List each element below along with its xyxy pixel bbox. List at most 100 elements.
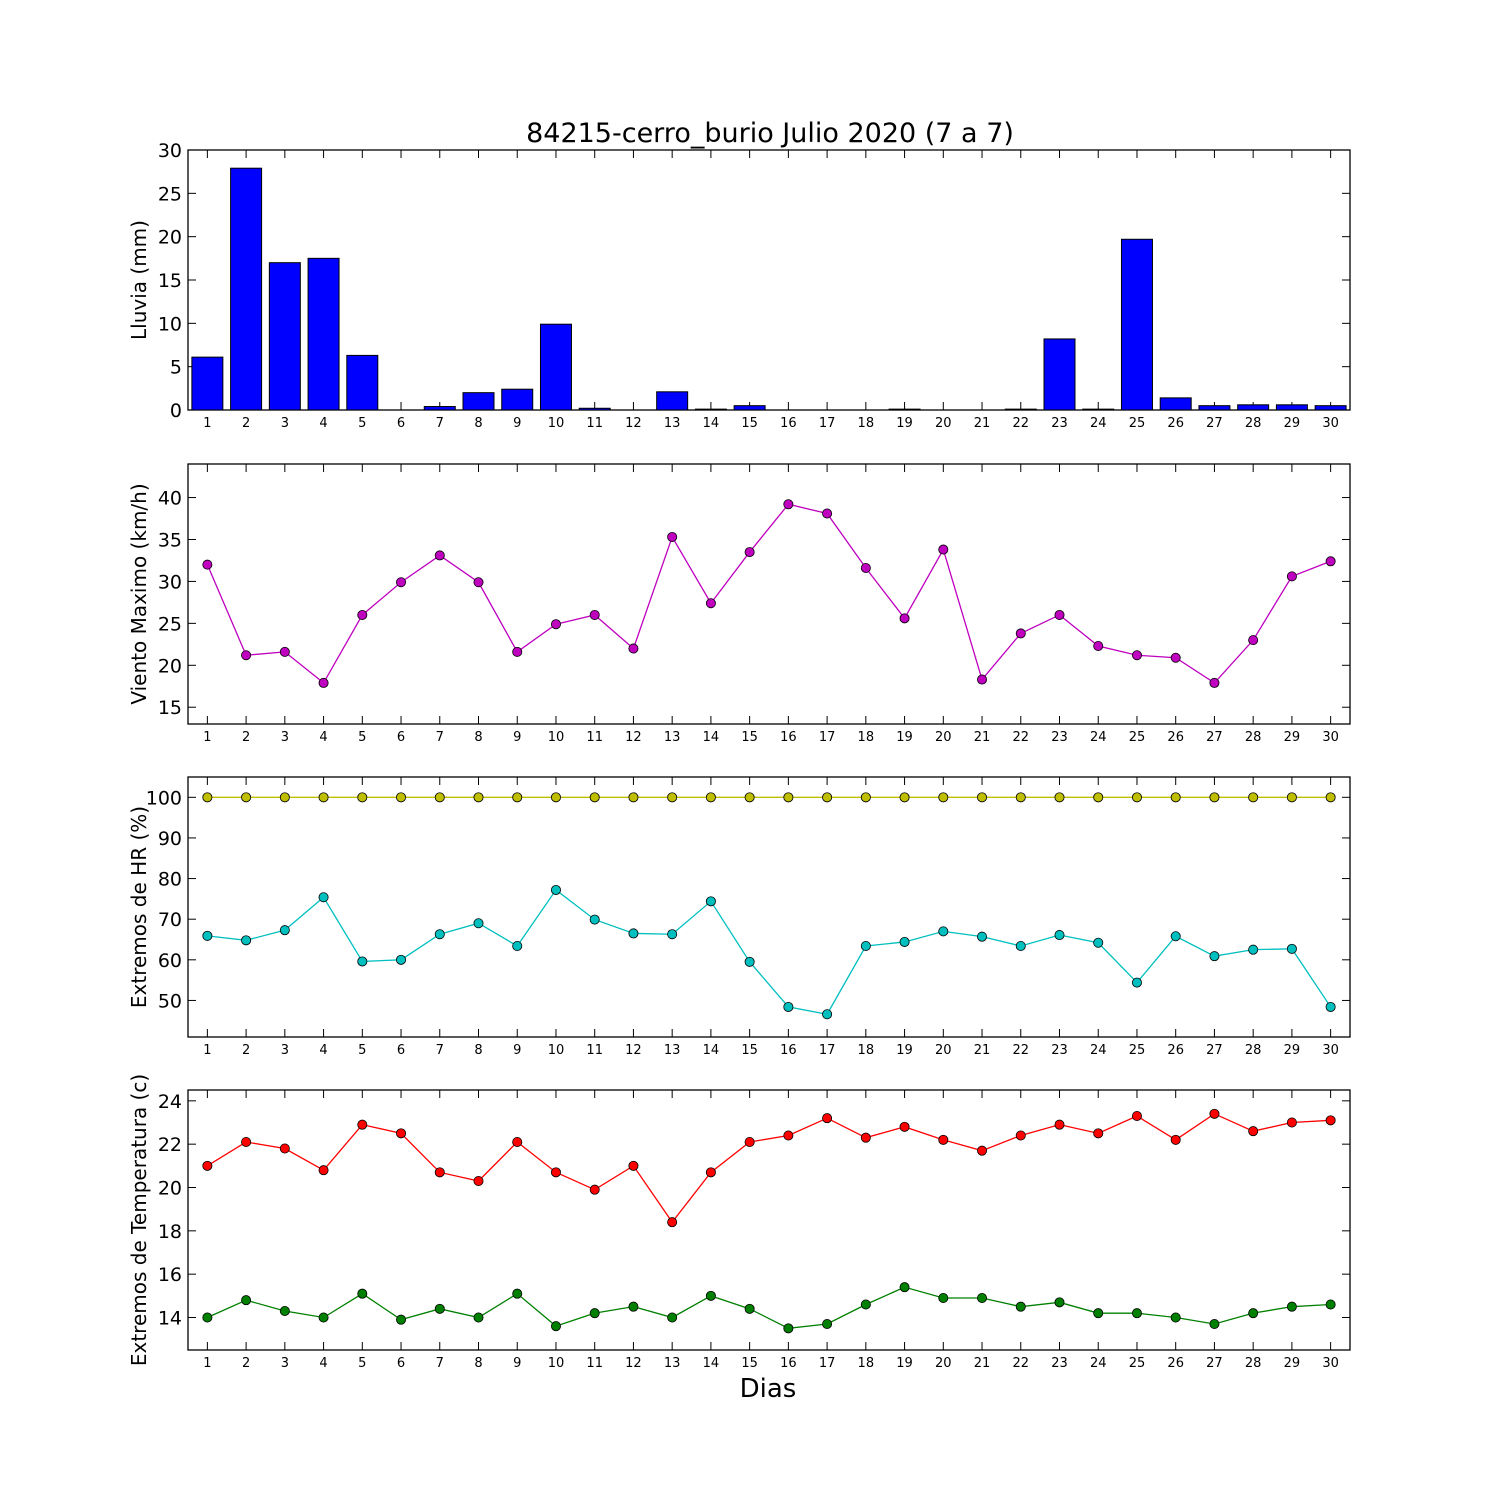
data-point	[860, 792, 871, 803]
data-point	[1286, 571, 1297, 582]
data-point	[279, 646, 290, 657]
x-tick-label: 1	[203, 1356, 211, 1371]
data-point	[279, 1306, 290, 1317]
data-point	[1286, 1301, 1297, 1312]
data-point	[822, 1113, 833, 1124]
y-tick-label: 50	[158, 990, 182, 1012]
x-tick-label: 8	[474, 416, 482, 431]
data-point	[899, 1121, 910, 1132]
x-tick-label: 2	[242, 1356, 250, 1371]
x-tick-label: 25	[1129, 730, 1146, 745]
y-tick-label: 70	[158, 909, 182, 931]
x-tick-label: 15	[741, 1043, 758, 1058]
x-tick-label: 26	[1167, 730, 1184, 745]
data-point	[1131, 792, 1142, 803]
x-tick-label: 13	[664, 1356, 681, 1371]
plot-frame	[187, 463, 1351, 725]
data-point	[1170, 1134, 1181, 1145]
y-tick-label: 100	[146, 787, 182, 809]
bar	[191, 356, 224, 411]
x-tick-label: 13	[664, 730, 681, 745]
data-point	[1209, 951, 1220, 962]
data-point	[357, 1288, 368, 1299]
data-point	[318, 677, 329, 688]
bar	[578, 407, 611, 411]
data-point	[822, 1009, 833, 1020]
data-point	[667, 792, 678, 803]
data-point	[589, 1308, 600, 1319]
data-point	[667, 531, 678, 542]
bar	[1198, 405, 1231, 411]
bar	[268, 262, 301, 411]
bar	[423, 406, 456, 411]
x-tick-label: 4	[319, 416, 327, 431]
data-point	[628, 1301, 639, 1312]
data-point	[744, 1137, 755, 1148]
data-point	[318, 1165, 329, 1176]
data-point	[434, 929, 445, 940]
y-axis-label: Extremos de Temperatura (c)	[127, 1074, 151, 1366]
data-point	[473, 1312, 484, 1323]
bar	[1237, 404, 1270, 411]
x-tick-label: 25	[1129, 1356, 1146, 1371]
x-tick-label: 9	[513, 416, 521, 431]
y-tick-label: 14	[158, 1308, 182, 1330]
y-tick-label: 25	[158, 183, 182, 205]
bar	[656, 391, 689, 411]
bar	[1159, 397, 1192, 411]
y-tick-label: 22	[158, 1134, 182, 1156]
y-tick-label: 24	[158, 1091, 182, 1113]
data-point	[1131, 1308, 1142, 1319]
data-point	[473, 918, 484, 929]
figure-title: 84215-cerro_burio Julio 2020 (7 a 7)	[526, 118, 1014, 149]
data-point	[434, 1303, 445, 1314]
data-point	[783, 792, 794, 803]
data-point	[628, 1160, 639, 1171]
x-tick-label: 18	[858, 1043, 875, 1058]
bar	[307, 257, 340, 411]
data-point	[667, 929, 678, 940]
data-point	[938, 544, 949, 555]
y-tick-label: 5	[170, 357, 182, 379]
x-tick-label: 4	[319, 1043, 327, 1058]
x-tick-label: 28	[1245, 1356, 1262, 1371]
x-tick-label: 16	[780, 730, 797, 745]
series-line	[207, 1286, 1331, 1329]
x-tick-label: 26	[1167, 1043, 1184, 1058]
data-point	[512, 1137, 523, 1148]
bar	[462, 392, 495, 411]
data-point	[938, 1293, 949, 1304]
x-tick-label: 7	[436, 416, 444, 431]
data-point	[396, 577, 407, 588]
data-point	[744, 547, 755, 558]
x-tick-label: 29	[1284, 1356, 1301, 1371]
data-point	[396, 1128, 407, 1139]
x-tick-label: 15	[741, 730, 758, 745]
y-tick-label: 15	[158, 270, 182, 292]
y-tick-label: 20	[158, 655, 182, 677]
x-tick-label: 30	[1322, 416, 1339, 431]
x-tick-label: 3	[281, 730, 289, 745]
x-tick-label: 26	[1167, 1356, 1184, 1371]
x-tick-label: 30	[1322, 730, 1339, 745]
data-point	[1170, 1312, 1181, 1323]
data-point	[783, 1323, 794, 1334]
data-point	[1131, 977, 1142, 988]
x-tick-label: 20	[935, 1356, 952, 1371]
x-tick-label: 13	[664, 1043, 681, 1058]
x-tick-label: 14	[703, 416, 720, 431]
x-tick-label: 6	[397, 1356, 405, 1371]
x-tick-label: 12	[625, 1356, 642, 1371]
x-tick-label: 22	[1012, 1043, 1029, 1058]
data-point	[744, 1303, 755, 1314]
x-tick-label: 10	[548, 730, 565, 745]
data-point	[977, 1293, 988, 1304]
x-tick-label: 19	[896, 416, 913, 431]
data-point	[1131, 1111, 1142, 1122]
y-tick-label: 30	[158, 571, 182, 593]
x-tick-label: 21	[974, 1043, 991, 1058]
x-tick-label: 22	[1012, 1356, 1029, 1371]
